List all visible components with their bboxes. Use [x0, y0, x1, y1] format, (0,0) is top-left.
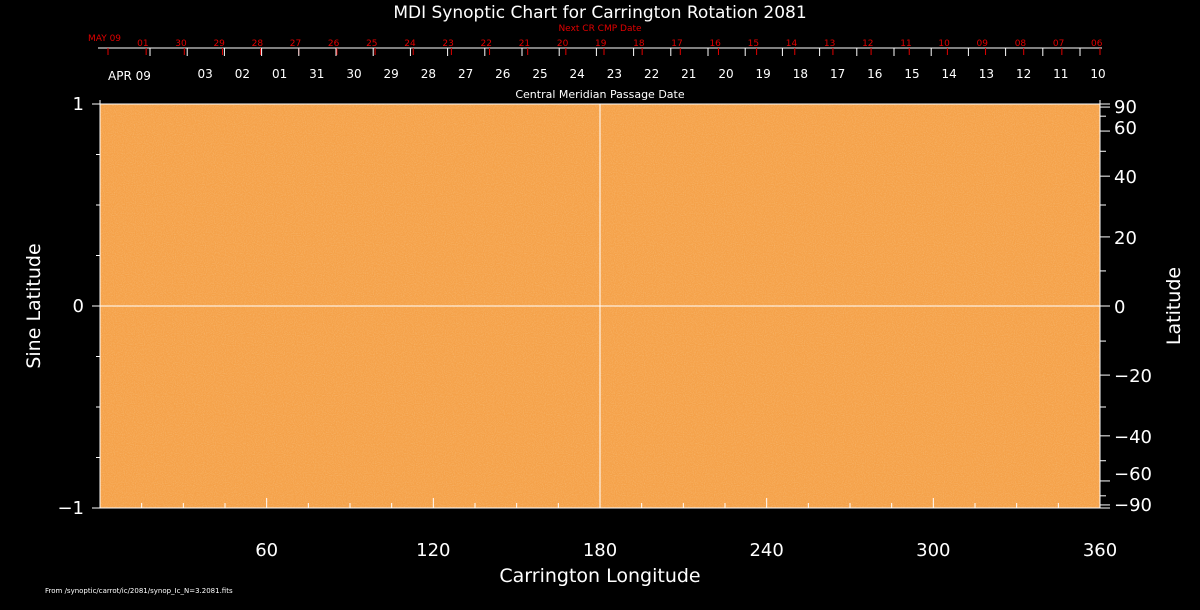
- next-cr-date-label: 13: [824, 39, 835, 49]
- y-axis-right-label: Latitude: [1163, 267, 1185, 345]
- cmp-date-label: 17: [830, 67, 845, 81]
- next-cr-date-label: 08: [1015, 39, 1027, 49]
- cmp-date-label: 02: [235, 67, 250, 81]
- cmp-date-label: 11: [1053, 67, 1068, 81]
- y-right-tick-label: −20: [1114, 366, 1152, 387]
- next-cr-date-label: 21: [519, 39, 530, 49]
- next-cr-date-label: 30: [175, 39, 187, 49]
- x-tick-label: 60: [255, 540, 278, 561]
- next-cr-label: Next CR CMP Date: [558, 24, 642, 34]
- x-axis-label: Carrington Longitude: [499, 565, 700, 587]
- next-cr-date-label: 01: [137, 39, 148, 49]
- next-cr-date-label: 14: [786, 39, 798, 49]
- cmp-date-label: 28: [421, 67, 436, 81]
- cmp-date-label: 10: [1090, 67, 1105, 81]
- x-tick-label: 180: [583, 540, 617, 561]
- cmp-date-label: 23: [607, 67, 622, 81]
- chart-title: MDI Synoptic Chart for Carrington Rotati…: [393, 3, 806, 23]
- cmp-date-label: 15: [904, 67, 919, 81]
- y-left-tick-label: 0: [73, 296, 84, 317]
- next-cr-date-label: 07: [1053, 39, 1064, 49]
- next-cr-date-label: 19: [595, 39, 607, 49]
- cmp-date-label: 13: [979, 67, 994, 81]
- y-axis-left: 1 0 −1: [57, 94, 101, 519]
- cmp-date-label: 21: [681, 67, 696, 81]
- next-cr-date-label: 16: [709, 39, 721, 49]
- y-right-tick-label: 20: [1114, 228, 1137, 249]
- y-left-tick-label: 1: [73, 94, 84, 115]
- next-cr-date-label: 27: [290, 39, 301, 49]
- cmp-date-label: 22: [644, 67, 659, 81]
- cmp-date-label: 01: [272, 67, 287, 81]
- cmp-axis-label: Central Meridian Passage Date: [515, 88, 684, 101]
- next-cr-date-label: 28: [252, 39, 264, 49]
- next-cr-date-label: 15: [748, 39, 759, 49]
- y-axis-left-label: Sine Latitude: [23, 243, 45, 368]
- y-right-tick-label: 90: [1114, 97, 1137, 118]
- cmp-date-label: 24: [570, 67, 585, 81]
- y-left-tick-label: −1: [57, 498, 84, 519]
- cmp-date-label: 14: [942, 67, 957, 81]
- y-right-tick-label: 40: [1114, 167, 1137, 188]
- cmp-date-label: 31: [309, 67, 324, 81]
- cmp-date-label: 30: [346, 67, 361, 81]
- source-path: From /synoptic/carrot/ic/2081/synop_Ic_N…: [45, 587, 233, 595]
- cmp-date-label: 18: [793, 67, 808, 81]
- x-axis: 60 120 180 240 300 360: [141, 498, 1117, 561]
- cmp-date-label: 25: [532, 67, 547, 81]
- next-cr-date-label: 25: [366, 39, 377, 49]
- cmp-date-label: 16: [867, 67, 882, 81]
- next-cr-date-label: 17: [671, 39, 682, 49]
- next-cr-date-label: 26: [328, 39, 340, 49]
- next-cr-date-label: 09: [977, 39, 989, 49]
- cmp-date-label: 19: [756, 67, 771, 81]
- cmp-date-group: APR 09 03 02 01 31 30 29 28 27 26 25 24 23 22 21 20 19 18…: [108, 48, 1106, 83]
- x-tick-label: 360: [1083, 540, 1117, 561]
- y-right-tick-label: −40: [1114, 427, 1152, 448]
- next-cr-date-label: 12: [862, 39, 873, 49]
- x-tick-label: 120: [416, 540, 450, 561]
- x-tick-label: 300: [916, 540, 950, 561]
- cmp-date-label: APR 09: [108, 69, 151, 83]
- next-cr-date-label: 29: [213, 39, 225, 49]
- x-tick-label: 240: [749, 540, 783, 561]
- cmp-date-label: 12: [1016, 67, 1031, 81]
- cmp-date-label: 20: [718, 67, 733, 81]
- next-cr-date-label: 20: [557, 39, 569, 49]
- cmp-date-label: 03: [198, 67, 213, 81]
- y-right-tick-label: −60: [1114, 464, 1152, 485]
- next-cr-date-label: 10: [938, 39, 950, 49]
- y-right-tick-label: 0: [1114, 297, 1125, 318]
- cmp-date-label: 26: [495, 67, 510, 81]
- cmp-date-label: 27: [458, 67, 473, 81]
- cmp-date-label: 29: [384, 67, 399, 81]
- next-cr-date-label: 23: [442, 39, 453, 49]
- y-right-tick-label: −90: [1114, 495, 1152, 516]
- next-cr-date-label: 22: [481, 39, 492, 49]
- next-cr-date-label: 18: [633, 39, 645, 49]
- y-right-tick-label: 60: [1114, 118, 1137, 139]
- next-cr-tick-group: MAY 09 01 30 29 28 27 26 25 24 23 22 21 20 19 18 17 16 15…: [88, 34, 1103, 55]
- next-cr-date-label: 06: [1091, 39, 1103, 49]
- next-cr-date-label: 11: [900, 39, 911, 49]
- next-cr-date-label: MAY 09: [88, 34, 121, 44]
- next-cr-date-label: 24: [404, 39, 416, 49]
